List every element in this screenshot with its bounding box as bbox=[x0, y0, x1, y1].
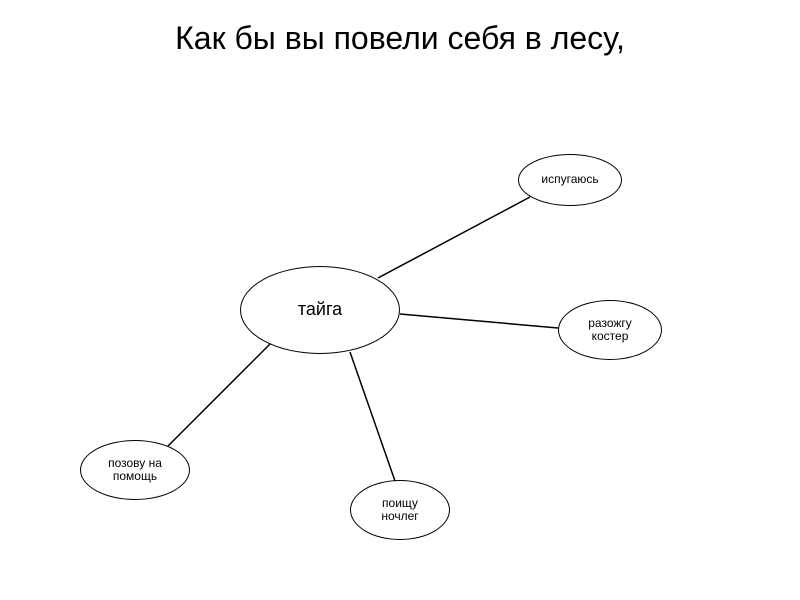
node-label: тайга bbox=[298, 300, 342, 320]
node-center: тайга bbox=[240, 266, 400, 354]
node-label: испугаюсь bbox=[541, 173, 598, 186]
edge bbox=[350, 352, 395, 481]
node-label: поищу ночлег bbox=[381, 497, 418, 523]
node-n3: поищу ночлег bbox=[350, 480, 450, 540]
edge bbox=[378, 197, 530, 278]
node-n2: разожгу костер bbox=[558, 300, 662, 360]
node-n1: испугаюсь bbox=[518, 154, 622, 206]
node-label: позову на помощь bbox=[108, 457, 162, 483]
node-label: разожгу костер bbox=[588, 317, 632, 343]
node-n4: позову на помощь bbox=[80, 440, 190, 500]
edge bbox=[168, 344, 270, 446]
edge bbox=[400, 314, 558, 328]
